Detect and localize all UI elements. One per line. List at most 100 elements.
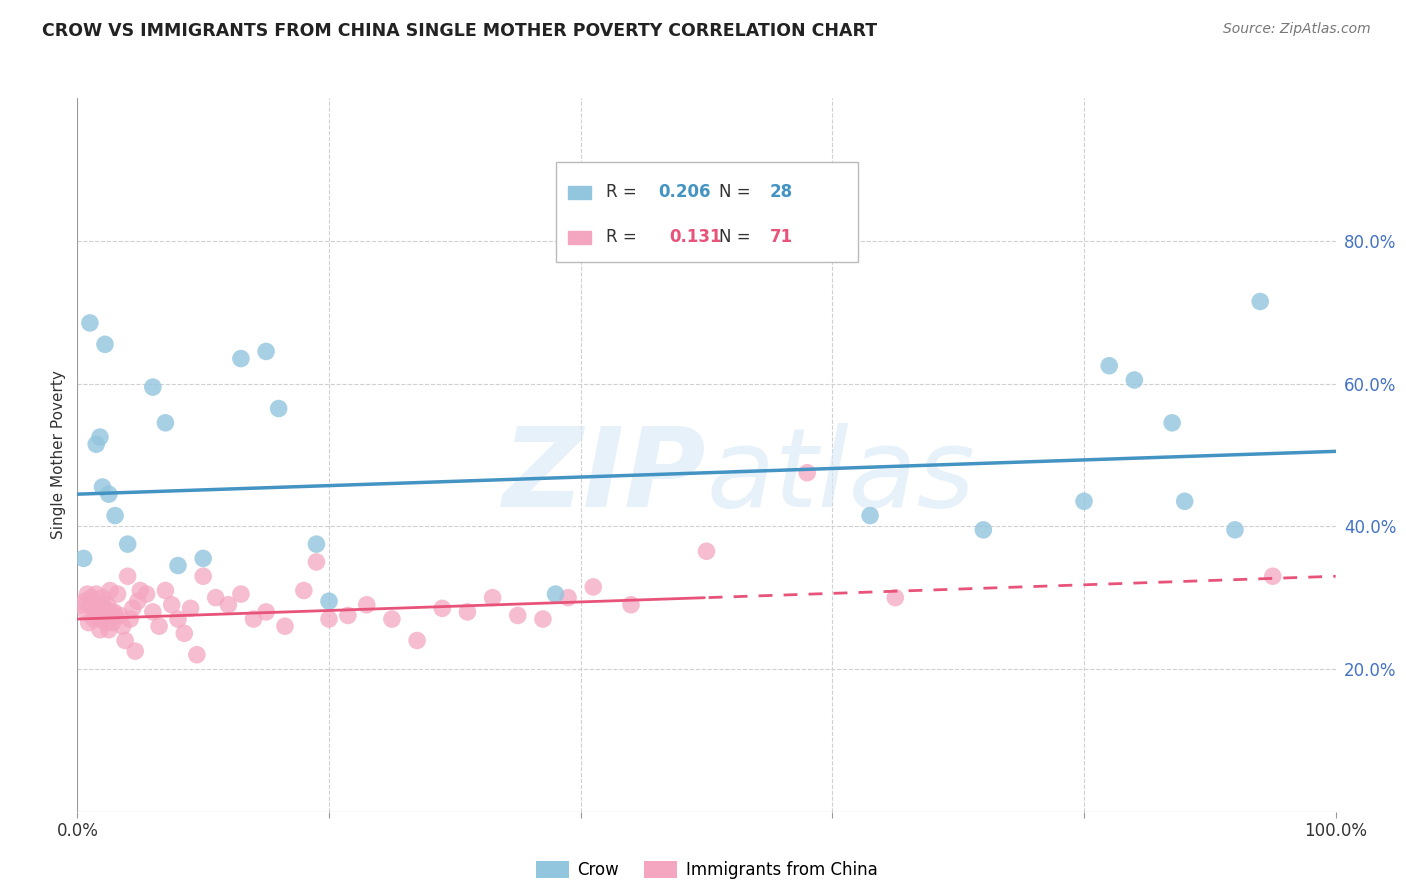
Point [796, 466, 818, 480]
Point [160, 598, 183, 612]
Point [972, 523, 994, 537]
Point [336, 608, 359, 623]
Point [191, 551, 215, 566]
Text: CROW VS IMMIGRANTS FROM CHINA SINGLE MOTHER POVERTY CORRELATION CHART: CROW VS IMMIGRANTS FROM CHINA SINGLE MOT… [42, 22, 877, 40]
Point [101, 615, 124, 630]
Point [79, 598, 101, 612]
Point [73, 594, 96, 608]
Point [481, 591, 503, 605]
Point [89, 623, 111, 637]
Point [84, 587, 107, 601]
Point [83, 612, 105, 626]
Bar [568, 186, 591, 199]
Point [191, 569, 215, 583]
Point [292, 583, 315, 598]
Point [82, 601, 104, 615]
Point [117, 537, 139, 551]
FancyBboxPatch shape [555, 162, 858, 262]
Point [1261, 569, 1284, 583]
Point [135, 587, 157, 601]
Point [406, 633, 429, 648]
Point [127, 594, 149, 608]
Point [167, 558, 190, 573]
Point [254, 344, 277, 359]
Point [86, 601, 108, 615]
Point [98, 583, 121, 598]
Point [1174, 494, 1197, 508]
Point [89, 430, 111, 444]
Point [142, 380, 165, 394]
Text: 0.206: 0.206 [658, 184, 711, 202]
Text: 28: 28 [769, 184, 793, 202]
Point [107, 587, 129, 601]
Point [121, 601, 143, 615]
Legend: Crow, Immigrants from China: Crow, Immigrants from China [529, 854, 884, 886]
Point [531, 612, 554, 626]
Point [97, 487, 120, 501]
Y-axis label: Single Mother Poverty: Single Mother Poverty [51, 370, 66, 540]
Point [142, 605, 165, 619]
Text: Source: ZipAtlas.com: Source: ZipAtlas.com [1223, 22, 1371, 37]
Point [104, 508, 127, 523]
Text: atlas: atlas [707, 423, 976, 530]
Point [108, 608, 131, 623]
Point [173, 626, 195, 640]
Point [318, 594, 340, 608]
Point [129, 583, 152, 598]
Point [186, 648, 208, 662]
Point [80, 591, 103, 605]
Point [72, 598, 94, 612]
Point [274, 619, 297, 633]
Point [120, 612, 142, 626]
Point [94, 337, 117, 351]
Point [267, 401, 290, 416]
Point [75, 605, 97, 619]
Point [111, 619, 134, 633]
Point [87, 612, 110, 626]
Text: ZIP: ZIP [503, 423, 707, 530]
Point [96, 615, 118, 630]
Point [456, 605, 478, 619]
Point [204, 591, 226, 605]
Text: 71: 71 [769, 228, 793, 246]
Point [84, 601, 107, 615]
Point [696, 544, 718, 558]
Point [356, 598, 378, 612]
Point [1223, 523, 1246, 537]
Point [1123, 373, 1146, 387]
Point [91, 480, 114, 494]
Bar [568, 231, 591, 244]
Point [557, 591, 579, 605]
Point [117, 569, 139, 583]
Point [620, 598, 643, 612]
Point [1161, 416, 1184, 430]
Point [305, 537, 328, 551]
Point [93, 608, 115, 623]
Point [97, 623, 120, 637]
Point [1249, 294, 1271, 309]
Point [100, 605, 122, 619]
Point [381, 612, 404, 626]
Point [305, 555, 328, 569]
Point [79, 316, 101, 330]
Point [103, 605, 125, 619]
Point [155, 416, 177, 430]
Point [544, 587, 567, 601]
Point [124, 644, 146, 658]
Point [242, 612, 264, 626]
Point [229, 587, 252, 601]
Point [217, 598, 239, 612]
Point [1073, 494, 1095, 508]
Text: R =: R = [606, 184, 643, 202]
Point [432, 601, 454, 615]
Point [229, 351, 252, 366]
Point [180, 601, 202, 615]
Point [77, 615, 100, 630]
Point [96, 598, 118, 612]
Point [76, 587, 98, 601]
Point [167, 612, 190, 626]
Point [91, 591, 114, 605]
Point [506, 608, 529, 623]
Point [884, 591, 907, 605]
Point [318, 612, 340, 626]
